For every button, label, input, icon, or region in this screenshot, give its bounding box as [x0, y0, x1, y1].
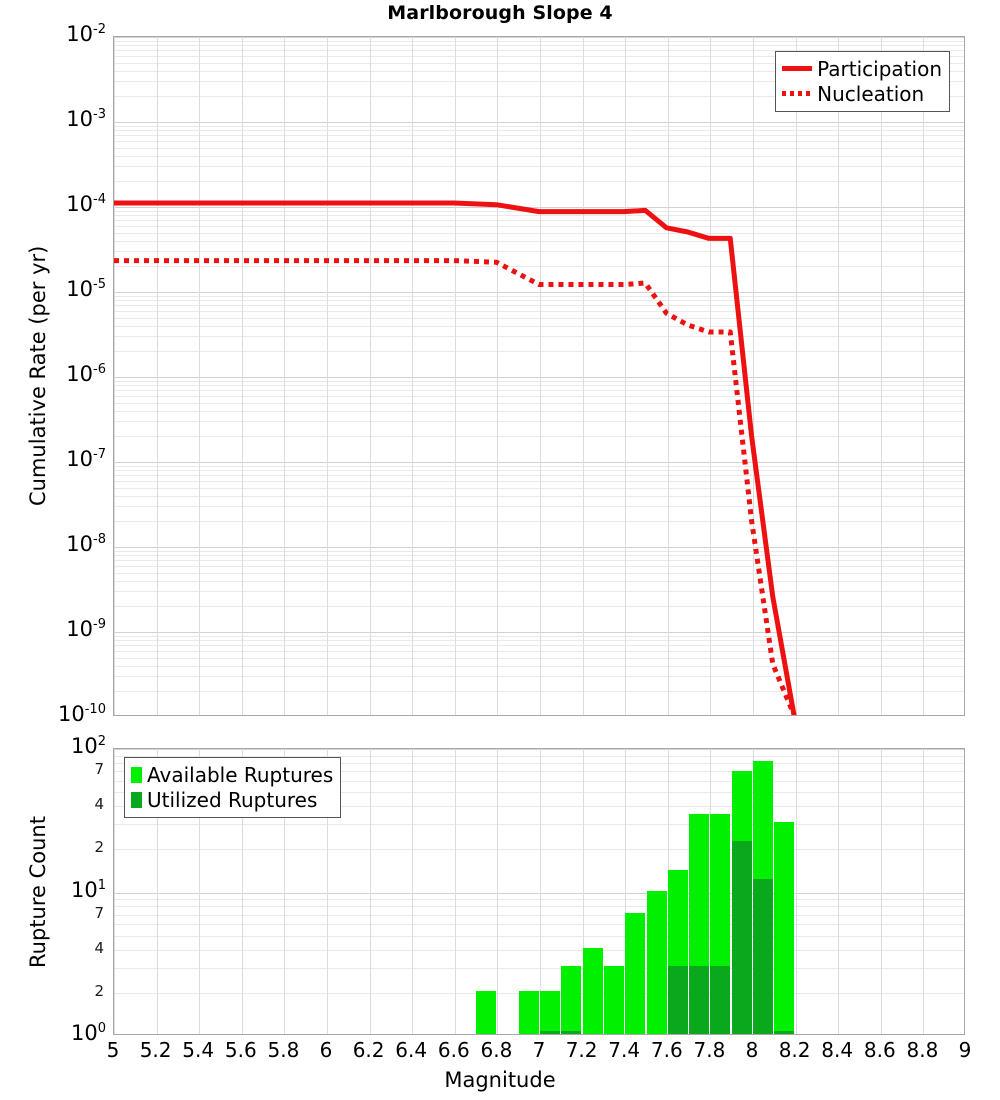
bar-group — [625, 749, 646, 1034]
dotted-line-icon — [782, 91, 813, 96]
y-tick-label: 10-7 — [66, 447, 106, 471]
utilized-ruptures-bar — [774, 1031, 795, 1034]
bar-group — [540, 749, 561, 1034]
x-tick-label: 6.6 — [437, 1038, 470, 1062]
y-tick-label: 10-2 — [66, 22, 106, 46]
y-tick-label: 10-6 — [66, 362, 106, 386]
y-tick-label-minor: 4 — [94, 938, 104, 957]
x-tick-label: 5.2 — [139, 1038, 172, 1062]
color-swatch-icon — [131, 791, 142, 808]
bar-group — [582, 749, 603, 1034]
y-tick-label-minor: 2 — [94, 981, 104, 1000]
legend-item: Nucleation — [782, 81, 942, 106]
bar-group — [476, 749, 497, 1034]
legend-label: Nucleation — [817, 81, 925, 106]
y-tick-label-minor: 2 — [94, 838, 104, 857]
bar-group — [731, 749, 752, 1034]
legend-item: Available Ruptures — [131, 762, 333, 787]
y-tick-label: 10-10 — [58, 702, 106, 726]
x-tick-label: 7.2 — [565, 1038, 598, 1062]
solid-line-icon — [782, 66, 813, 71]
legend-label: Available Ruptures — [147, 762, 334, 787]
y-tick-label: 102 — [70, 734, 106, 758]
color-swatch-icon — [131, 766, 142, 783]
bar-group — [774, 749, 795, 1034]
y-tick-label: 10-5 — [66, 277, 106, 301]
x-tick-label: 8.2 — [778, 1038, 811, 1062]
utilized-ruptures-bar — [561, 1031, 582, 1034]
bar-group — [518, 749, 539, 1034]
utilized-ruptures-bar — [540, 1031, 561, 1034]
bar-group — [753, 749, 774, 1034]
x-tick-label: 6 — [319, 1038, 333, 1062]
top-y-axis-title: Cumulative Rate (per yr) — [26, 245, 50, 506]
x-tick-label: 7.4 — [608, 1038, 641, 1062]
utilized-ruptures-bar — [667, 965, 688, 1034]
available-ruptures-bar — [518, 990, 539, 1034]
y-tick-label: 101 — [70, 877, 106, 902]
y-tick-label: 10-9 — [66, 617, 106, 641]
x-tick-label: 5.4 — [182, 1038, 215, 1062]
x-tick-label: 8 — [745, 1038, 759, 1062]
available-ruptures-bar — [476, 990, 497, 1034]
x-tick-label: 9 — [958, 1038, 972, 1062]
available-ruptures-bar — [603, 965, 624, 1034]
utilized-ruptures-bar — [753, 879, 774, 1034]
y-tick-label: 10-8 — [66, 532, 106, 556]
y-tick-label: 10-4 — [66, 192, 106, 216]
curve-participation — [114, 200, 797, 715]
bar-group — [646, 749, 667, 1034]
available-ruptures-bar — [561, 965, 582, 1034]
page-title: Marlborough Slope 4 — [387, 2, 613, 24]
bottom-y-axis-title: Rupture Count — [26, 815, 50, 968]
x-tick-label: 6.2 — [352, 1038, 385, 1062]
available-ruptures-bar — [582, 947, 603, 1034]
bar-group — [603, 749, 624, 1034]
x-axis-title: Magnitude — [444, 1068, 556, 1092]
top-data-layer — [114, 37, 964, 715]
legend-item: Utilized Ruptures — [131, 787, 333, 812]
y-tick-label-minor: 7 — [94, 760, 104, 779]
legend-label: Utilized Ruptures — [147, 787, 318, 812]
bar-group — [667, 749, 688, 1034]
available-ruptures-bar — [540, 990, 561, 1034]
x-tick-label: 6.8 — [480, 1038, 513, 1062]
bar-group — [561, 749, 582, 1034]
x-tick-label: 8.6 — [863, 1038, 896, 1062]
y-tick-label-minor: 4 — [94, 795, 104, 814]
x-tick-label: 8.8 — [906, 1038, 939, 1062]
mfd-curves — [114, 200, 797, 715]
y-tick-label-minor: 7 — [94, 903, 104, 922]
x-tick-label: 6.4 — [395, 1038, 428, 1062]
bottom-legend: Available Ruptures Utilized Ruptures — [124, 757, 342, 818]
legend-item: Participation — [782, 56, 942, 81]
utilized-ruptures-bar — [710, 965, 731, 1034]
available-ruptures-bar — [646, 890, 667, 1034]
available-ruptures-bar — [774, 822, 795, 1034]
x-tick-label: 7.8 — [693, 1038, 726, 1062]
x-tick-label: 7 — [532, 1038, 546, 1062]
rupture-count-plot: Available Ruptures Utilized Ruptures — [113, 748, 965, 1035]
x-tick-label: 5.6 — [224, 1038, 257, 1062]
utilized-ruptures-bar — [731, 841, 752, 1034]
bar-group — [689, 749, 710, 1034]
x-tick-label: 5 — [106, 1038, 120, 1062]
x-tick-label: 8.4 — [821, 1038, 854, 1062]
x-tick-label: 5.8 — [267, 1038, 300, 1062]
available-ruptures-bar — [625, 912, 646, 1034]
top-legend: Participation Nucleation — [775, 51, 950, 112]
x-tick-label: 7.6 — [650, 1038, 683, 1062]
bottom-data-layer — [114, 749, 964, 1034]
bar-group — [710, 749, 731, 1034]
legend-label: Participation — [817, 56, 942, 81]
cumulative-rate-plot: Participation Nucleation — [113, 36, 965, 716]
y-tick-label: 100 — [70, 1021, 106, 1045]
curve-nucleation — [114, 258, 797, 715]
y-tick-label: 10-3 — [66, 107, 106, 131]
utilized-ruptures-bar — [689, 965, 710, 1034]
